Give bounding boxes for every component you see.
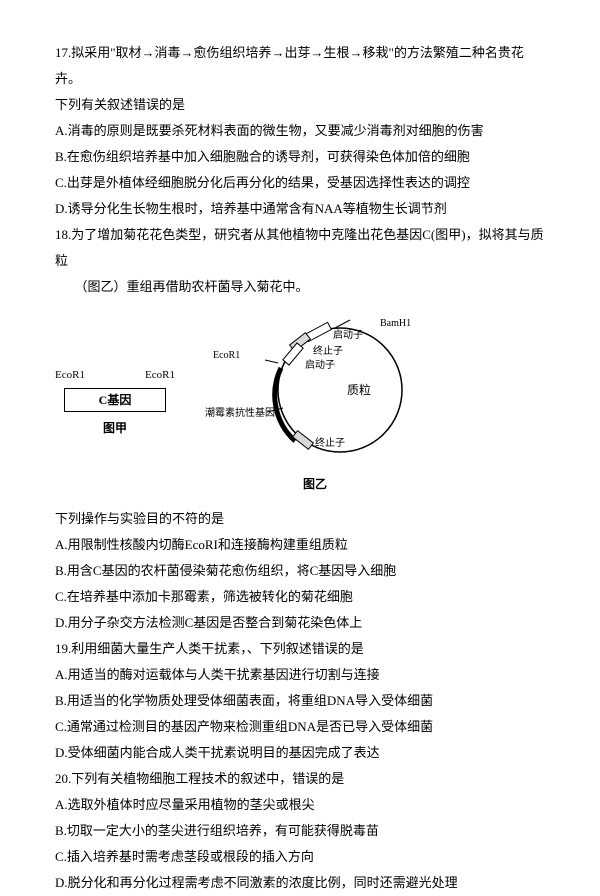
q18-a: A.用限制性核酸内切酶EcoRI和连接酶构建重组质粒 xyxy=(55,532,545,558)
fig-a-label: 图甲 xyxy=(103,416,127,440)
diagram-container: EcoR1 EcoR1 C基因 图甲 xyxy=(55,308,545,496)
q20-stem: 20.下列有关植物细胞工程技术的叙述中，错误的是 xyxy=(55,766,545,792)
q18-stem2: （图乙）重组再借助农杆菌导入菊花中。 xyxy=(55,274,545,300)
q18-c: C.在培养基中添加卡那霉素，筛选被转化的菊花细胞 xyxy=(55,584,545,610)
q20-d: D.脱分化和再分化过程需考虑不同激素的浓度比例，同时还需避光处理 xyxy=(55,870,545,896)
promoter1-label: 启动子 xyxy=(333,328,363,341)
q19-b: B.用适当的化学物质处理受体细菌表面，将重组DNA导入受体细菌 xyxy=(55,688,545,714)
q19-d: D.受体细菌内能合成人类干扰素说明目的基因完成了表达 xyxy=(55,740,545,766)
figure-b: EcoR1 BamH1 启动子 终止子 启动子 潮霉素抗性基因 终止子 质粒 图… xyxy=(205,308,425,496)
q17-stem2: 下列有关叙述错误的是 xyxy=(55,92,545,118)
q20-a: A.选取外植体时应尽量采用植物的茎尖或根尖 xyxy=(55,792,545,818)
q19-stem: 19.利用细菌大量生产人类干扰素，、下列叙述错误的是 xyxy=(55,636,545,662)
terminator1-label: 终止子 xyxy=(313,344,343,357)
fig-b-label: 图乙 xyxy=(303,472,327,496)
q18-stem3: 下列操作与实验目的不符的是 xyxy=(55,506,545,532)
ecor-left-label: EcoR1 xyxy=(55,364,85,386)
c-gene-text: C基因 xyxy=(99,388,132,412)
plasmid-svg: EcoR1 BamH1 启动子 终止子 启动子 潮霉素抗性基因 终止子 质粒 xyxy=(205,308,425,468)
q20-b: B.切取一定大小的茎尖进行组织培养，有可能获得脱毒苗 xyxy=(55,818,545,844)
ecor1-label: EcoR1 xyxy=(213,350,240,361)
q19-c: C.通常通过检测目的基因产物来检测重组DNA是否已导入受体细菌 xyxy=(55,714,545,740)
ecor-right-label: EcoR1 xyxy=(145,364,175,386)
plasmid-text: 质粒 xyxy=(347,382,371,397)
q18-stem1: 18.为了增加菊花花色类型，研究者从其他植物中克隆出花色基因C(图甲)，拟将其与… xyxy=(55,222,545,274)
q17-c: C.出芽是外植体经细胞脱分化后再分化的结果，受基因选择性表达的调控 xyxy=(55,170,545,196)
q18-b: B.用含C基因的农杆菌侵染菊花愈伤组织，将C基因导入细胞 xyxy=(55,558,545,584)
q17-a: A.消毒的原则是既要杀死材料表面的微生物，又要减少消毒剂对细胞的伤害 xyxy=(55,118,545,144)
q19-a: A.用适当的酶对运载体与人类干扰素基因进行切割与连接 xyxy=(55,662,545,688)
q18-d: D.用分子杂交方法检测C基因是否整合到菊花染色体上 xyxy=(55,610,545,636)
terminator2-label: 终止子 xyxy=(315,436,345,449)
bamh1-label: BamH1 xyxy=(380,318,411,329)
promoter2-label: 启动子 xyxy=(305,358,335,371)
q17-stem1: 17.拟采用"取材→消毒→愈伤组织培养→出芽→生根→移栽"的方法繁殖二种名贵花卉… xyxy=(55,40,545,92)
c-gene-rect: C基因 xyxy=(64,388,166,412)
figure-a: EcoR1 EcoR1 C基因 图甲 xyxy=(55,364,175,440)
resistance-label: 潮霉素抗性基因 xyxy=(205,406,275,419)
q17-b: B.在愈伤组织培养基中加入细胞融合的诱导剂，可获得染色体加倍的细胞 xyxy=(55,144,545,170)
q17-d: D.诱导分化生长物生根时，培养基中通常含有NAA等植物生长调节剂 xyxy=(55,196,545,222)
